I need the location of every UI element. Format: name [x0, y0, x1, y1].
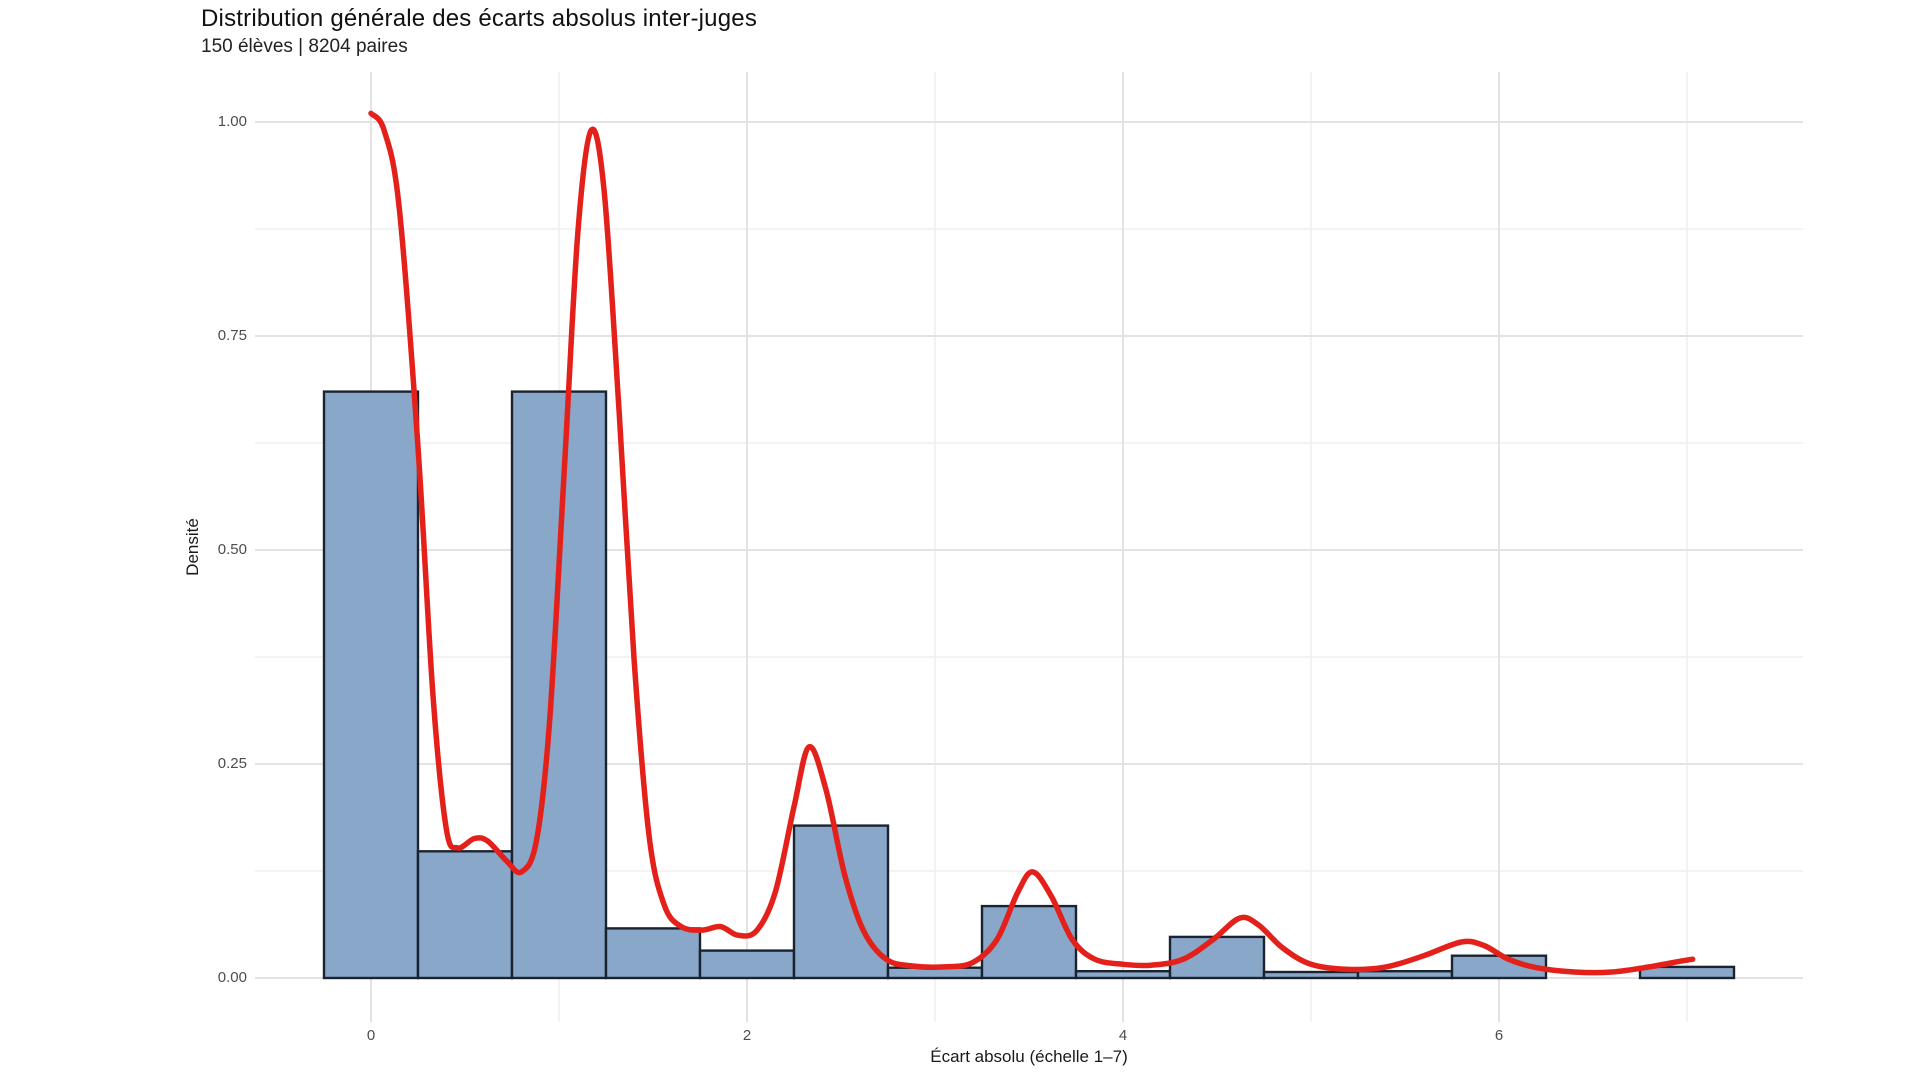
- y-axis-title: Densité: [183, 518, 202, 576]
- histogram-bar: [1262, 970, 1360, 980]
- density-curve: [368, 110, 1696, 976]
- histogram-bar: [1638, 965, 1736, 980]
- histogram-bar: [416, 850, 514, 980]
- histogram-bar: [322, 390, 420, 980]
- x-tick-label: 0: [366, 1027, 376, 1044]
- chart-subtitle: 150 élèves | 8204 paires: [201, 36, 408, 57]
- histogram-bar: [1356, 970, 1454, 980]
- y-tick-label: 0.00: [217, 969, 247, 986]
- x-tick-label: 4: [1118, 1027, 1128, 1044]
- x-tick-label: 2: [742, 1027, 752, 1044]
- histogram-bar: [604, 927, 702, 980]
- chart-title: Distribution générale des écarts absolus…: [201, 5, 758, 32]
- histogram-bar: [1074, 970, 1172, 980]
- histogram-bar: [1168, 935, 1266, 980]
- histogram-bar: [510, 390, 608, 980]
- x-axis-title: Écart absolu (échelle 1–7): [930, 1047, 1128, 1066]
- y-tick-label: 0.25: [217, 755, 247, 772]
- x-tick-label: 6: [1494, 1027, 1504, 1044]
- y-tick-label: 0.50: [217, 541, 247, 558]
- y-tick-label: 1.00: [217, 113, 247, 130]
- histogram-bar: [698, 949, 796, 980]
- y-tick-label: 0.75: [217, 327, 247, 344]
